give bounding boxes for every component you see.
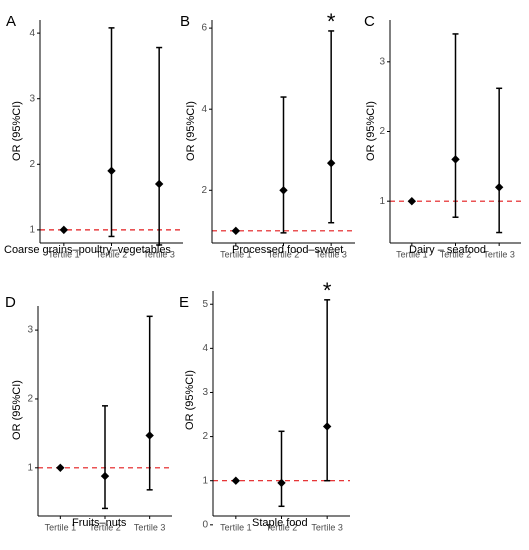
panel-c: C 1 2 3 Tertile 1 Tertile 2 Tertile 3 OR (95%CI…	[364, 13, 521, 259]
x-tick-label: Tertile 2	[266, 522, 298, 532]
x-axis-title: Coarse grains–poultry–vegetables	[4, 244, 171, 256]
y-axis-title: OR (95%CI)	[11, 101, 23, 161]
panel-letter-c: C	[364, 13, 375, 30]
panel-e: E 0 1 2 3 4 5 Tertile 1 Tertile 2 Tertile 3 OR (95…	[179, 278, 350, 532]
data-point	[231, 476, 241, 485]
x-tick-label: Tertile 1	[396, 249, 428, 259]
x-tick-label: Tertile 1	[220, 249, 252, 259]
y-tick-label: 2	[201, 185, 207, 196]
significance-marker: *	[323, 278, 332, 303]
y-axis-title: OR (95%CI)	[185, 101, 197, 161]
x-tick-label: Tertile 2	[440, 249, 472, 259]
y-tick-label: 1	[202, 475, 208, 486]
x-axis-title: Fruits–nuts	[72, 517, 127, 529]
y-tick-label: 1	[379, 196, 385, 207]
x-tick-label: Tertile 2	[268, 249, 300, 259]
x-axis-title: Processed food–sweet	[232, 244, 343, 256]
data-point	[326, 158, 336, 168]
y-tick-label: 5	[202, 299, 208, 310]
y-axis-title: OR (95%CI)	[184, 370, 196, 430]
y-tick-label: 3	[29, 93, 35, 104]
y-tick-label: 1	[29, 225, 35, 236]
y-axis-title: OR (95%CI)	[365, 101, 377, 161]
y-tick-label: 4	[29, 28, 35, 39]
data-point	[451, 155, 460, 164]
x-tick-label: Tertile 3	[143, 249, 175, 259]
data-point	[279, 186, 288, 195]
y-tick-label: 3	[27, 325, 33, 336]
data-point	[154, 179, 164, 189]
x-tick-label: Tertile 3	[311, 522, 343, 532]
x-tick-label: Tertile 1	[48, 249, 80, 259]
panel-letter-d: D	[5, 294, 16, 311]
significance-marker: *	[327, 9, 336, 34]
panel-letter-b: B	[180, 13, 190, 30]
y-tick-label: 2	[27, 394, 33, 405]
x-tick-label: Tertile 2	[89, 522, 121, 532]
data-point	[107, 166, 116, 176]
panel-letter-a: A	[6, 13, 16, 30]
panel-a: A 1 2 3 4 Tertile 1 Tertile 2 Tertile 3 OR (95%C…	[4, 13, 183, 259]
y-tick-label: 3	[202, 387, 208, 398]
panel-letter-e: E	[179, 294, 189, 311]
x-tick-label: Tertile 2	[96, 249, 128, 259]
x-tick-label: Tertile 1	[220, 522, 252, 532]
y-tick-label: 3	[379, 56, 385, 67]
y-tick-label: 1	[27, 462, 33, 473]
data-point	[231, 226, 241, 236]
panel-b: B 2 4 6 Tertile 1 Tertile 2 Tertile 3 OR (95%CI…	[180, 9, 355, 259]
x-axis-title: Dairy – seafood	[409, 244, 486, 256]
y-tick-label: 2	[29, 159, 35, 170]
x-tick-label: Tertile 1	[45, 522, 77, 532]
data-point	[56, 463, 65, 473]
y-axis-title: OR (95%CI)	[11, 380, 23, 440]
y-tick-label: 6	[201, 23, 207, 34]
data-point	[59, 225, 69, 235]
y-tick-label: 2	[379, 126, 385, 137]
panel-d: D 1 2 3 Tertile 1 Tertile 2 Tertile 3 OR (95%CI…	[5, 294, 172, 532]
y-tick-label: 0	[202, 519, 208, 530]
y-tick-label: 4	[201, 104, 207, 115]
data-point	[322, 422, 332, 431]
y-tick-label: 2	[202, 431, 208, 442]
x-tick-label: Tertile 3	[483, 249, 515, 259]
data-point	[494, 183, 504, 192]
data-point	[145, 431, 154, 440]
data-point	[407, 196, 417, 206]
x-tick-label: Tertile 3	[315, 249, 347, 259]
y-tick-label: 4	[202, 343, 208, 354]
data-point	[100, 471, 110, 481]
data-point	[277, 478, 286, 488]
x-tick-label: Tertile 3	[134, 522, 166, 532]
x-axis-title: Staple food	[252, 517, 308, 529]
